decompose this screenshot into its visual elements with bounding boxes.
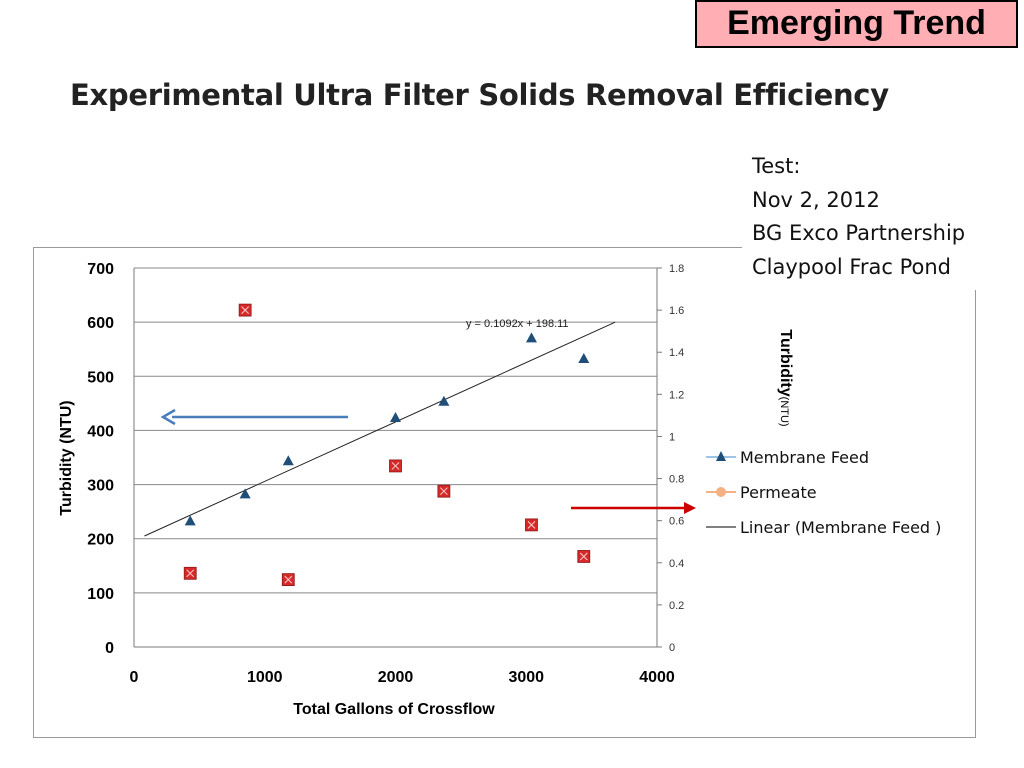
legend-label-linear: Linear (Membrane Feed ) (740, 518, 941, 537)
slide-title: Experimental Ultra Filter Solids Removal… (70, 78, 889, 112)
y-tick-left-label: 500 (87, 369, 114, 386)
permeate-point-cross (391, 462, 400, 470)
y-axis-left-title: Turbidity (NTU) (58, 400, 75, 515)
permeate-point-cross (440, 487, 448, 496)
permeate-point-cross (579, 552, 588, 561)
permeate-point (437, 484, 451, 498)
y-tick-right-label: 1.4 (669, 347, 684, 359)
trendline (144, 321, 616, 537)
y-tick-right-label: 1.6 (669, 305, 684, 317)
permeate-point (525, 518, 538, 532)
membrane-feed-point (578, 352, 590, 363)
y-tick-right-label: 0.6 (669, 516, 684, 528)
legend-permeate-marker (716, 487, 726, 497)
y-tick-right-label: 0.8 (669, 474, 684, 486)
axis-arrows (160, 408, 696, 514)
y-tick-left-label: 0 (105, 640, 114, 657)
y-tick-left-label: 400 (87, 423, 114, 440)
info-line-test: Test: (752, 154, 801, 178)
y-tick-left-label: 200 (87, 532, 114, 549)
y-tick-right-label: 0.2 (669, 600, 684, 612)
permeate-point-cross (527, 521, 536, 529)
emerging-trend-badge: Emerging Trend (695, 0, 1018, 48)
x-tick-label: 4000 (639, 669, 675, 686)
x-tick-label: 1000 (247, 669, 283, 686)
y-tick-left-label: 600 (87, 315, 114, 332)
permeate-point-cross (241, 306, 249, 314)
x-tick-label: 0 (130, 669, 139, 686)
legend-feed-marker (716, 451, 726, 461)
x-axis-title: Total Gallons of Crossflow (293, 701, 495, 718)
permeate-point (183, 566, 197, 580)
y-axis-right-title-unit: (NTU) (778, 397, 790, 427)
y-axis-right-title-main: Turbidity (777, 329, 794, 396)
membrane-feed-point (239, 488, 251, 499)
membrane-feed-point (390, 411, 401, 422)
y-tick-left-label: 100 (87, 586, 114, 603)
data-markers (183, 303, 591, 587)
tick-labels: 0 100 200 300 400 500 600 700 0 0.2 0.4 0.6 0.8 1 1.2 1… (87, 261, 684, 686)
legend-label-permeate: Permeate (740, 483, 817, 502)
axes (133, 267, 662, 648)
permeate-point (281, 573, 295, 587)
permeate-point (389, 459, 402, 473)
y-tick-right-label: 0.4 (669, 558, 684, 570)
membrane-feed-point (282, 455, 294, 466)
y-tick-left-label: 700 (87, 261, 114, 278)
test-info-box: Test: Nov 2, 2012 BG Exco Partnership Cl… (742, 150, 982, 290)
membrane-feed-point (184, 515, 196, 526)
legend-item-linear: Linear (Membrane Feed ) (706, 518, 941, 537)
right-axis-arrow-head (684, 502, 696, 514)
y-tick-right-label: 1.8 (669, 263, 684, 275)
legend: Membrane Feed Permeate Linear (Membrane … (706, 448, 941, 537)
membrane-feed-point (525, 332, 537, 343)
legend-label-membrane-feed: Membrane Feed (740, 448, 869, 467)
info-line-date: Nov 2, 2012 (752, 187, 880, 212)
y-tick-right-label: 1.2 (669, 389, 684, 401)
info-line-partnership: BG Exco Partnership (752, 221, 966, 245)
permeate-point-cross (186, 569, 195, 578)
legend-item-permeate: Permeate (706, 483, 817, 502)
legend-item-membrane-feed: Membrane Feed (706, 448, 869, 467)
permeate-point-cross (284, 575, 293, 584)
y-axis-right-title: Turbidity(NTU) (777, 329, 794, 426)
trendline-path (144, 321, 616, 537)
trendline-equation: y = 0.1092x + 198.11 (466, 318, 569, 330)
x-tick-label: 2000 (378, 669, 414, 686)
y-tick-right-label: 1 (669, 431, 675, 443)
permeate-point (238, 303, 252, 317)
left-axis-arrow-head (160, 408, 176, 426)
grid-lines (134, 267, 657, 594)
chart-frame (33, 247, 976, 738)
membrane-feed-point (438, 395, 450, 406)
y-tick-right-label: 0 (669, 642, 675, 654)
info-line-location: Claypool Frac Pond (752, 254, 952, 279)
permeate-point (577, 550, 591, 563)
y-tick-left-label: 300 (87, 478, 114, 495)
x-tick-label: 3000 (508, 669, 544, 686)
